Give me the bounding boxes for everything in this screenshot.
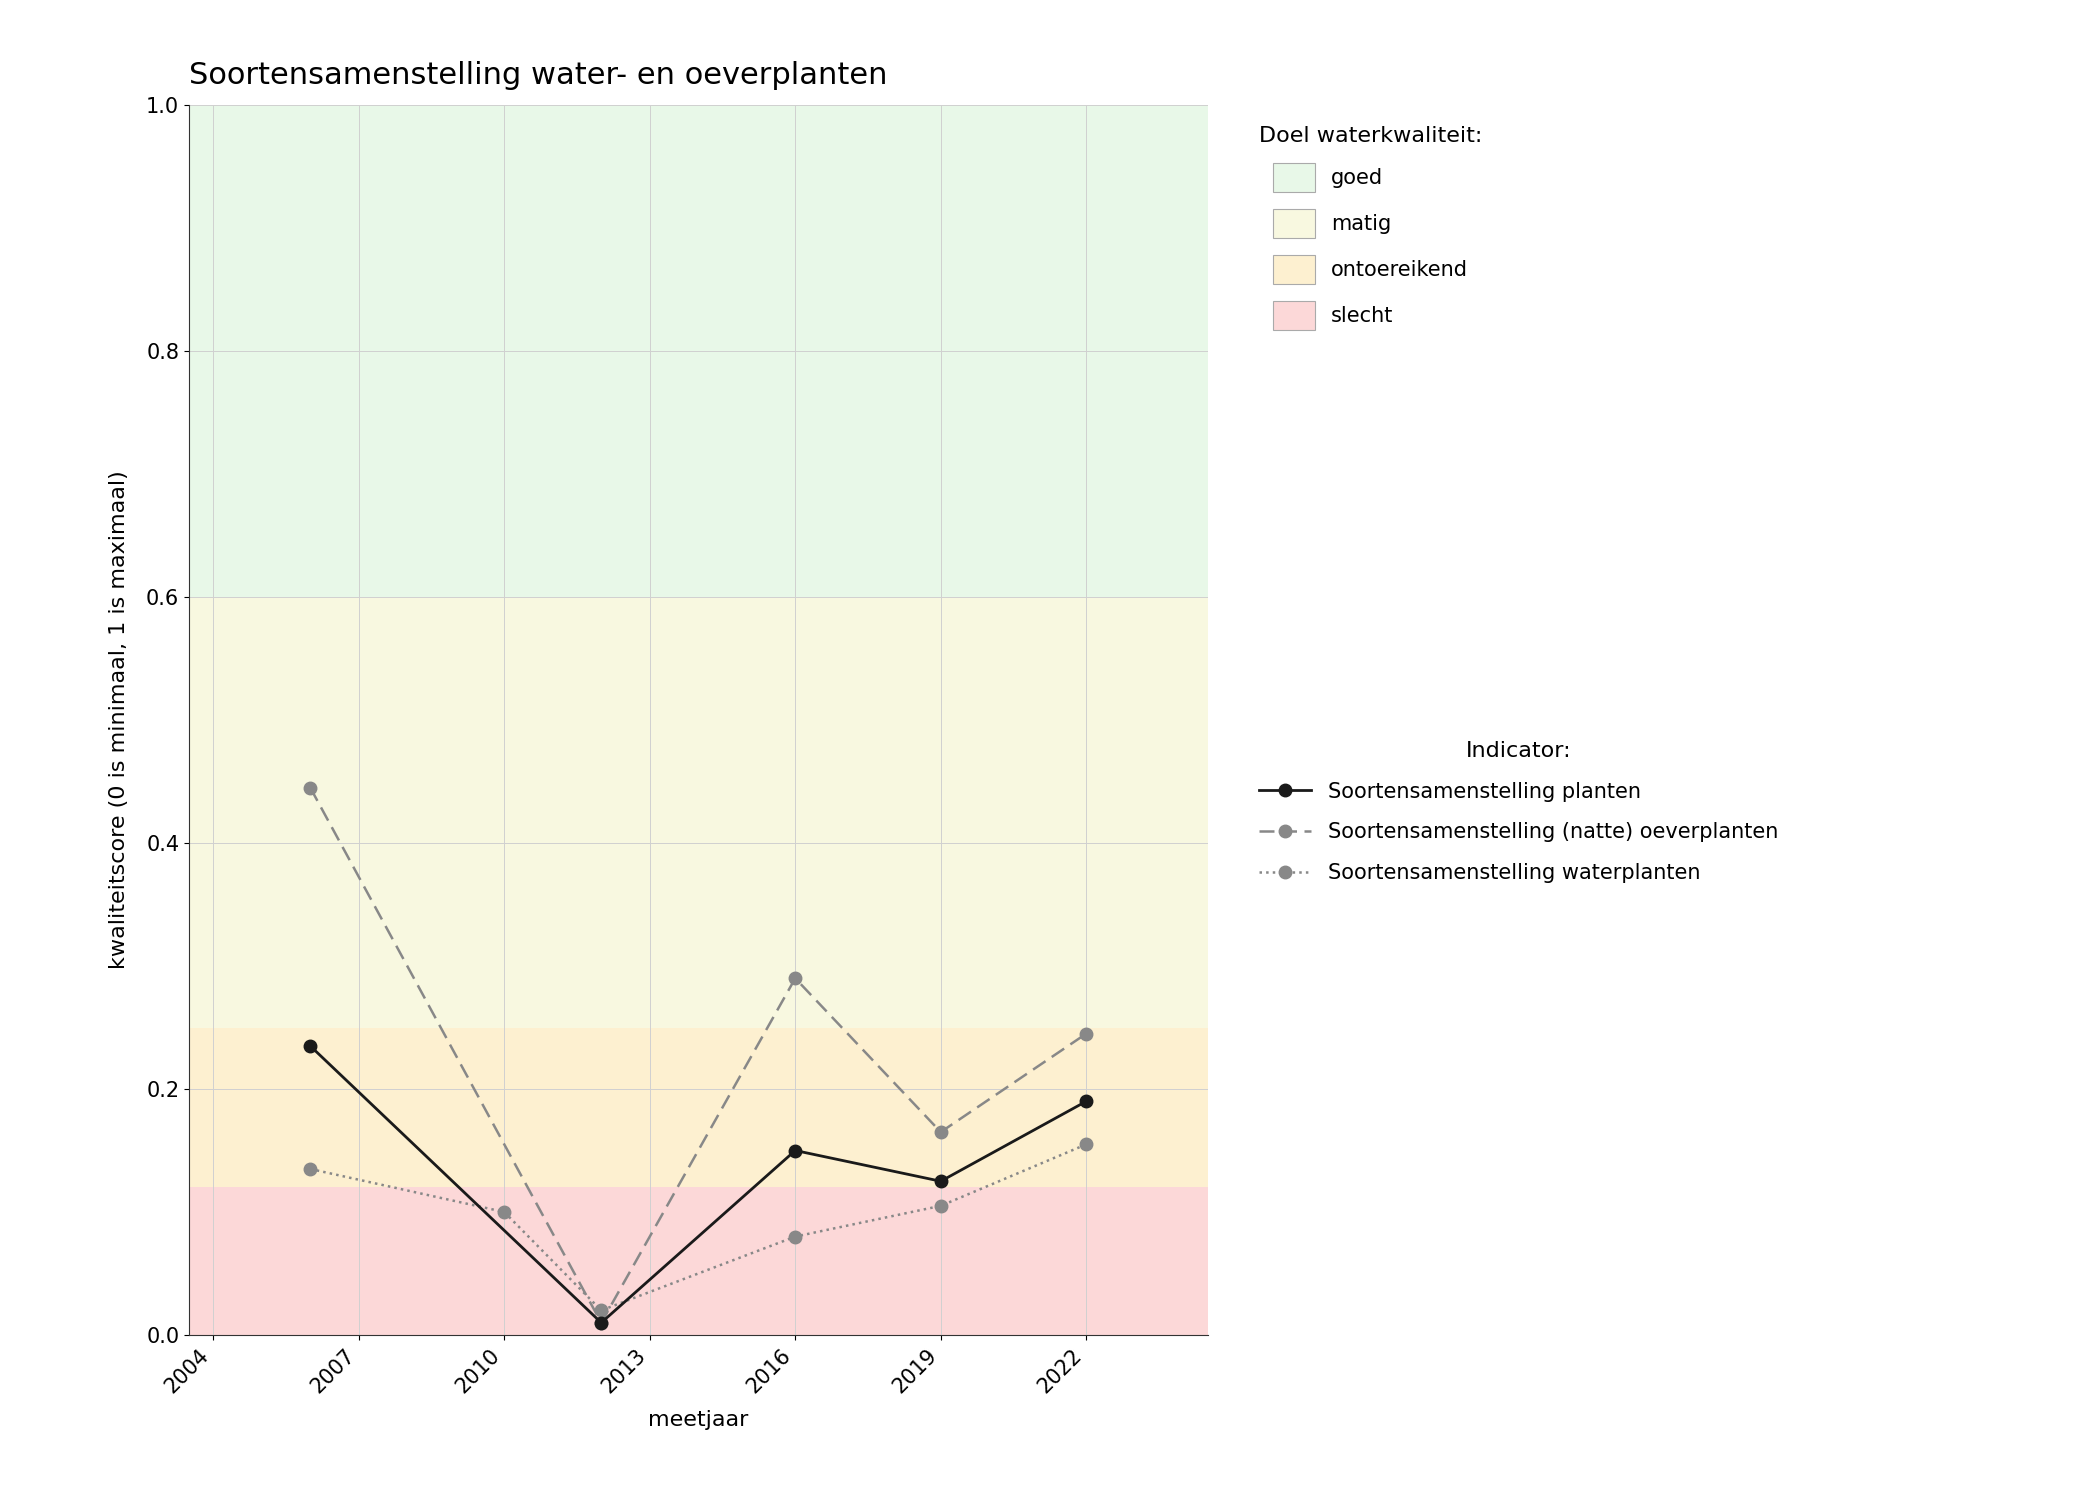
X-axis label: meetjaar: meetjaar <box>649 1410 748 1431</box>
Bar <box>189 1028 1208 1188</box>
Bar <box>189 1188 1208 1335</box>
Y-axis label: kwaliteitscore (0 is minimaal, 1 is maximaal): kwaliteitscore (0 is minimaal, 1 is maxi… <box>109 471 130 969</box>
Bar <box>189 597 1208 1028</box>
Legend: Soortensamenstelling planten, Soortensamenstelling (natte) oeverplanten, Soorten: Soortensamenstelling planten, Soortensam… <box>1250 730 1789 894</box>
Text: Soortensamenstelling water- en oeverplanten: Soortensamenstelling water- en oeverplan… <box>189 62 888 90</box>
Bar <box>189 105 1208 597</box>
